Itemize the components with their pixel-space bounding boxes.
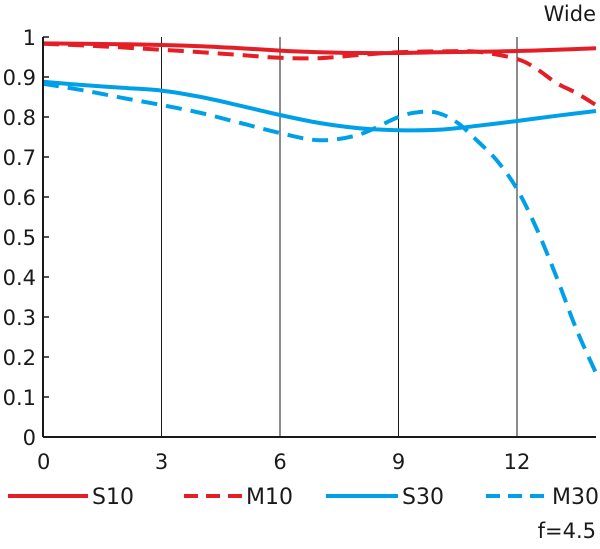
y-tick-label: 0.2 [3,346,36,370]
x-tick-label: 0 [37,450,50,474]
x-tick-label: 3 [155,450,168,474]
legend: S10 M10 S30 M30 [8,485,599,510]
y-tick-label: 0.5 [3,226,36,250]
y-tick-label: 0.3 [3,306,36,330]
y-tick-label: 0.7 [3,146,36,170]
legend-label-s10: S10 [92,485,134,510]
series-line-s30 [42,79,597,133]
x-tick-labels: 0 3 6 9 12 [37,450,530,474]
series-line-m10 [42,41,598,107]
y-tick-label: 0.8 [3,106,36,130]
y-tick-label: 0.1 [3,386,36,410]
y-tick-label: 0 [23,426,36,450]
series-line-m30 [42,81,598,374]
y-tick-label: 0.9 [3,66,36,90]
y-tick-label: 0.6 [3,186,36,210]
grid-lines [161,37,518,437]
x-tick-label: 9 [392,450,405,474]
axes [42,36,596,438]
legend-label-m30: M30 [552,485,599,510]
legend-label-s30: S30 [402,485,444,510]
legend-label-m10: M10 [246,485,293,510]
y-tick-labels: 0 0.1 0.2 0.3 0.4 0.5 0.6 0.7 0.8 0.9 1 [3,26,36,450]
y-tick-label: 1 [23,26,36,50]
series-line-s10 [42,41,597,56]
aperture-note: f=4.5 [538,519,596,543]
x-tick-label: 12 [504,450,531,474]
chart-title: Wide [544,2,596,26]
y-tick-label: 0.4 [3,266,36,290]
x-tick-label: 6 [273,450,286,474]
series-lines [42,41,598,374]
